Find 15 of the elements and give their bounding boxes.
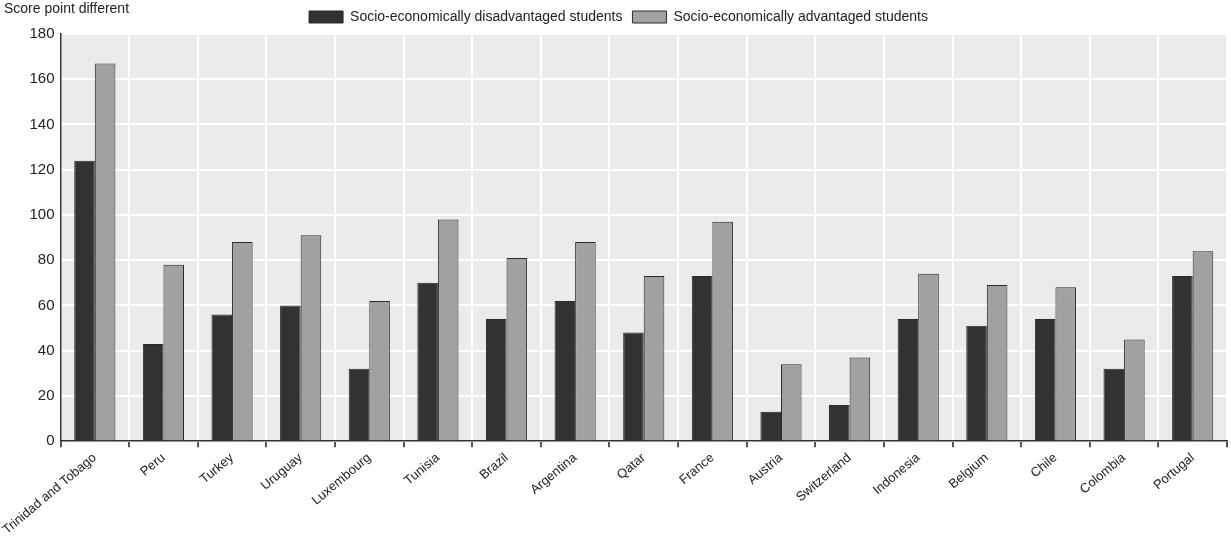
- x-tick-label: Peru: [137, 449, 168, 479]
- y-tick-label: 0: [46, 431, 55, 449]
- legend-label: Socio-economically advantaged students: [673, 7, 928, 24]
- y-tick-label: 120: [29, 159, 55, 177]
- x-tick-label: Chile: [1027, 449, 1060, 481]
- y-tick-label: 100: [29, 205, 55, 223]
- y-tick-label: 60: [37, 295, 55, 313]
- y-tick-label: 140: [29, 114, 55, 132]
- y-tick-label: 180: [29, 24, 55, 42]
- y-tick-label: 160: [29, 69, 55, 87]
- y-tick-label: 20: [37, 386, 55, 404]
- y-axis-title: Score point different: [4, 0, 130, 16]
- y-tick-label: 40: [37, 340, 55, 358]
- legend-label: Socio-economically disadvantaged students: [350, 7, 623, 24]
- y-tick-label: 80: [37, 250, 55, 268]
